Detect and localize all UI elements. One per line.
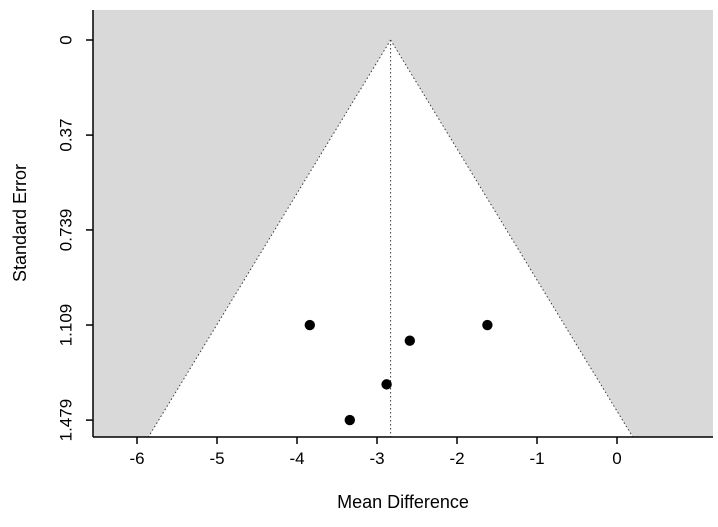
x-tick-label: -5	[209, 449, 224, 468]
x-tick-label: -6	[129, 449, 144, 468]
x-tick-label: -3	[369, 449, 384, 468]
funnel-edge-left	[147, 39, 392, 438]
y-tick-label: 0	[57, 35, 76, 44]
data-point	[381, 379, 392, 390]
x-tick-label: 0	[612, 449, 621, 468]
data-point	[404, 335, 415, 346]
x-axis-title: Mean Difference	[337, 492, 469, 512]
data-point	[304, 319, 315, 331]
y-tick-label: 1.479	[57, 399, 76, 442]
y-axis-title: Standard Error	[10, 164, 30, 282]
y-tick-label: 1.109	[57, 304, 76, 347]
y-tick-label: 0.37	[57, 119, 76, 152]
data-point	[482, 319, 493, 331]
funnel-region	[148, 40, 633, 437]
x-tick-label: -4	[289, 449, 304, 468]
chart-layer: -6 -5 -4 -3 -2 -1 0 0 0.37 0.739 1.109 1.479	[57, 10, 713, 468]
x-tick-label: -2	[449, 449, 464, 468]
x-tick-label: -1	[529, 449, 544, 468]
data-point	[344, 414, 355, 426]
y-tick-label: 0.739	[57, 209, 76, 252]
funnel-edge-right	[390, 39, 634, 438]
